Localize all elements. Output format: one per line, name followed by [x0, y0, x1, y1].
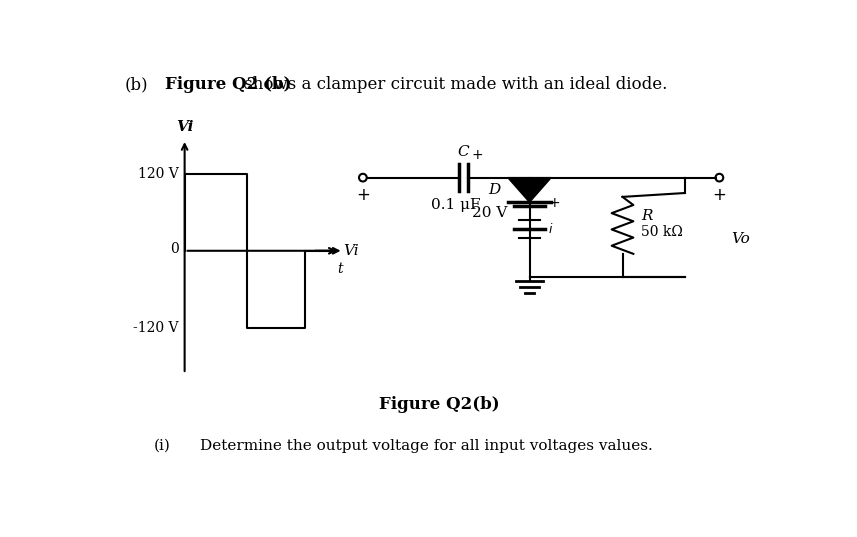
Text: +: + [356, 186, 370, 204]
Text: D: D [488, 183, 500, 197]
Text: 0: 0 [170, 242, 178, 256]
Text: +: + [471, 148, 483, 162]
Text: shows a clamper circuit made with an ideal diode.: shows a clamper circuit made with an ide… [239, 76, 668, 93]
Text: R: R [641, 209, 652, 223]
Text: (b): (b) [124, 76, 147, 93]
Text: 50 kΩ: 50 kΩ [641, 224, 683, 238]
Text: -120 V: -120 V [133, 321, 178, 335]
Polygon shape [508, 178, 551, 202]
Text: 120 V: 120 V [138, 167, 178, 181]
Text: Vo: Vo [731, 232, 750, 246]
Text: (i): (i) [153, 439, 171, 453]
Text: Determine the output voltage for all input voltages values.: Determine the output voltage for all inp… [201, 439, 653, 453]
Text: Figure Q2 (b): Figure Q2 (b) [165, 76, 291, 93]
Text: Vi: Vi [176, 120, 194, 134]
Text: t: t [337, 262, 343, 275]
Text: Vi: Vi [344, 244, 359, 258]
Text: 20 V: 20 V [472, 206, 508, 220]
Text: C: C [458, 145, 470, 159]
Text: +: + [712, 186, 727, 204]
Text: +: + [548, 196, 560, 210]
Text: 0.1 μF: 0.1 μF [431, 198, 481, 212]
Text: Figure Q2(b): Figure Q2(b) [379, 396, 499, 413]
Text: i: i [548, 223, 552, 236]
